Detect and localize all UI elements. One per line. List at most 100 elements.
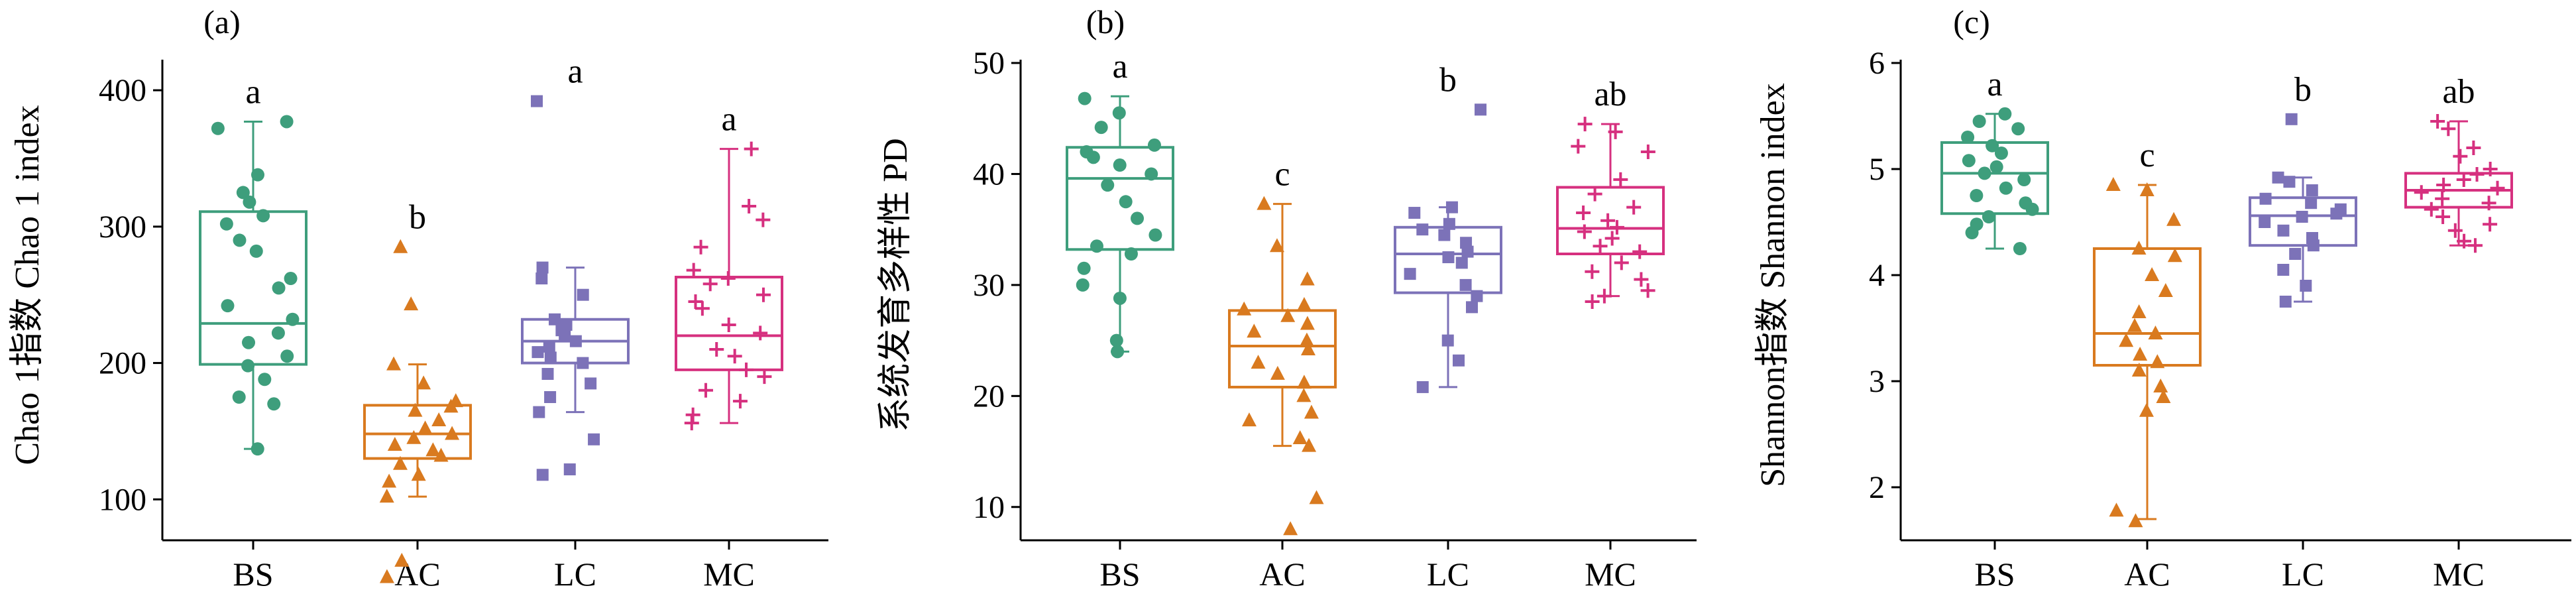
data-point [1577,224,1592,239]
data-point [219,217,233,231]
data-point [563,463,576,476]
data-point [1998,107,2012,121]
data-point [1459,278,1472,291]
box-group-lc: b [2249,71,2357,308]
y-tick-label: 40 [973,156,1005,192]
data-point [2131,304,2147,318]
data-point [744,141,759,156]
data-point [2025,202,2039,216]
significance-letter: a [721,101,736,139]
data-point [2300,280,2312,292]
data-point [404,296,419,311]
data-point [286,312,300,326]
data-point [2259,216,2271,228]
data-point [2133,347,2148,361]
data-point [1613,172,1628,187]
y-tick-label: 10 [973,490,1005,525]
data-point [757,369,772,385]
data-point [1604,231,1620,246]
data-point [531,95,543,107]
data-point [1086,150,1100,164]
data-point [2139,182,2155,196]
data-point [1094,121,1108,135]
data-point [2156,389,2171,403]
data-point [1124,247,1138,261]
data-point [1999,181,2013,195]
y-tick-label: 5 [1869,152,1885,187]
data-point [2272,171,2284,184]
data-point [1576,206,1591,221]
data-point [1113,291,1127,305]
data-point [394,552,410,567]
data-point [2307,239,2320,252]
data-point [543,340,555,353]
data-point [1300,341,1316,355]
data-point [2414,185,2429,200]
data-point [411,467,426,481]
data-point [387,437,402,451]
data-point [2435,191,2450,206]
data-point [536,261,549,274]
data-point [544,351,557,364]
data-point [1111,345,1125,359]
data-point [1404,268,1416,280]
data-point [1609,219,1624,235]
significance-letter: ab [2442,73,2475,111]
data-point [2017,173,2031,186]
box-iqr [1556,186,1665,255]
box-iqr [1228,309,1337,388]
data-point [2148,326,2163,339]
data-point [693,239,708,255]
data-point [1292,430,1308,444]
data-point [2441,121,2456,137]
data-point [2279,296,2292,308]
data-point [2306,184,2318,196]
data-point [2150,354,2165,369]
y-tick-label: 200 [99,346,146,381]
data-point [221,299,235,313]
y-tick-label: 4 [1869,258,1885,293]
y-tick-label: 50 [973,46,1005,81]
data-point [1408,207,1421,219]
data-point [1445,201,1458,213]
data-point [233,233,247,247]
data-point [2481,196,2496,211]
box-group-bs: a [1940,66,2049,255]
data-point [1283,521,1298,536]
y-tick-label: 2 [1869,470,1885,505]
data-point [1441,334,1454,347]
data-point [1571,139,1586,154]
data-point [418,420,433,435]
x-tick-label: MC [1585,556,1636,592]
data-point [1296,375,1312,389]
data-point [408,402,423,417]
x-tick-label: AC [2124,556,2170,592]
box-iqr [2093,247,2202,367]
data-point [532,346,544,359]
data-point [709,342,724,357]
data-point [2285,113,2298,125]
x-tick-label: LC [1427,556,1469,592]
data-point [2305,197,2318,209]
data-point [1304,404,1319,419]
data-point [1475,103,1487,116]
data-point [236,186,250,200]
data-point [1296,297,1312,312]
data-point [2469,167,2485,182]
data-point [536,469,549,481]
data-point [2483,217,2498,232]
significance-letter: a [1987,66,2002,103]
data-point [242,335,256,349]
data-point [1090,239,1103,253]
data-point [2128,513,2143,528]
data-point [1593,239,1608,254]
data-point [1247,324,1262,338]
data-point [1119,195,1133,209]
data-point [1113,158,1127,172]
data-point [695,301,710,316]
x-tick-label: AC [1259,556,1305,592]
data-point [1109,333,1123,347]
data-point [2456,172,2471,187]
data-point [1471,290,1483,302]
data-point [1585,294,1600,309]
